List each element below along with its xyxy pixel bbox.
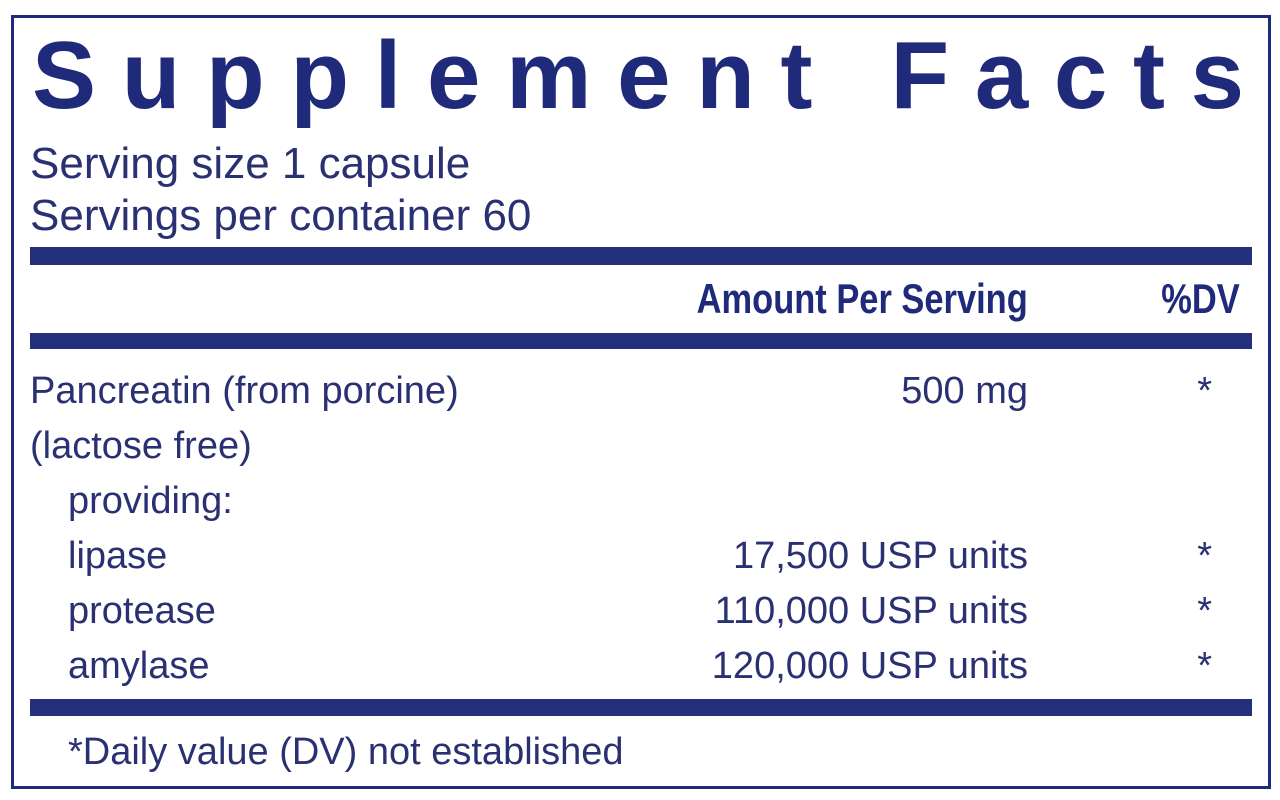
header-amount: Amount Per Serving: [696, 275, 1028, 322]
row-label: (lactose free): [30, 425, 252, 467]
servings-per-container: Servings per container 60: [30, 191, 532, 240]
row-amount: 500 mg: [901, 370, 1028, 412]
row-label: lipase: [68, 535, 168, 577]
row-amount: 120,000 USP units: [711, 645, 1028, 687]
footnote: *Daily value (DV) not established: [68, 731, 624, 773]
divider-thick: [30, 247, 1252, 265]
row-label: providing:: [68, 480, 233, 522]
header-dv: %DV: [1161, 275, 1240, 322]
row-amount: 110,000 USP units: [714, 590, 1028, 632]
row-dv: *: [1197, 370, 1212, 412]
row-label: Pancreatin (from porcine): [30, 370, 459, 412]
serving-size: Serving size 1 capsule: [30, 139, 471, 188]
row-label: protease: [68, 590, 216, 632]
row-amount: 17,500 USP units: [732, 535, 1028, 577]
row-dv: *: [1197, 590, 1212, 632]
row-dv: *: [1197, 645, 1212, 687]
divider-bottom: [30, 699, 1252, 716]
page-title: Supplement Facts: [32, 22, 1244, 129]
row-label: amylase: [68, 645, 210, 687]
label-border: [11, 15, 1271, 789]
divider-header: [30, 333, 1252, 349]
title-svg: Supplement Facts: [32, 22, 1244, 129]
row-dv: *: [1197, 535, 1212, 577]
